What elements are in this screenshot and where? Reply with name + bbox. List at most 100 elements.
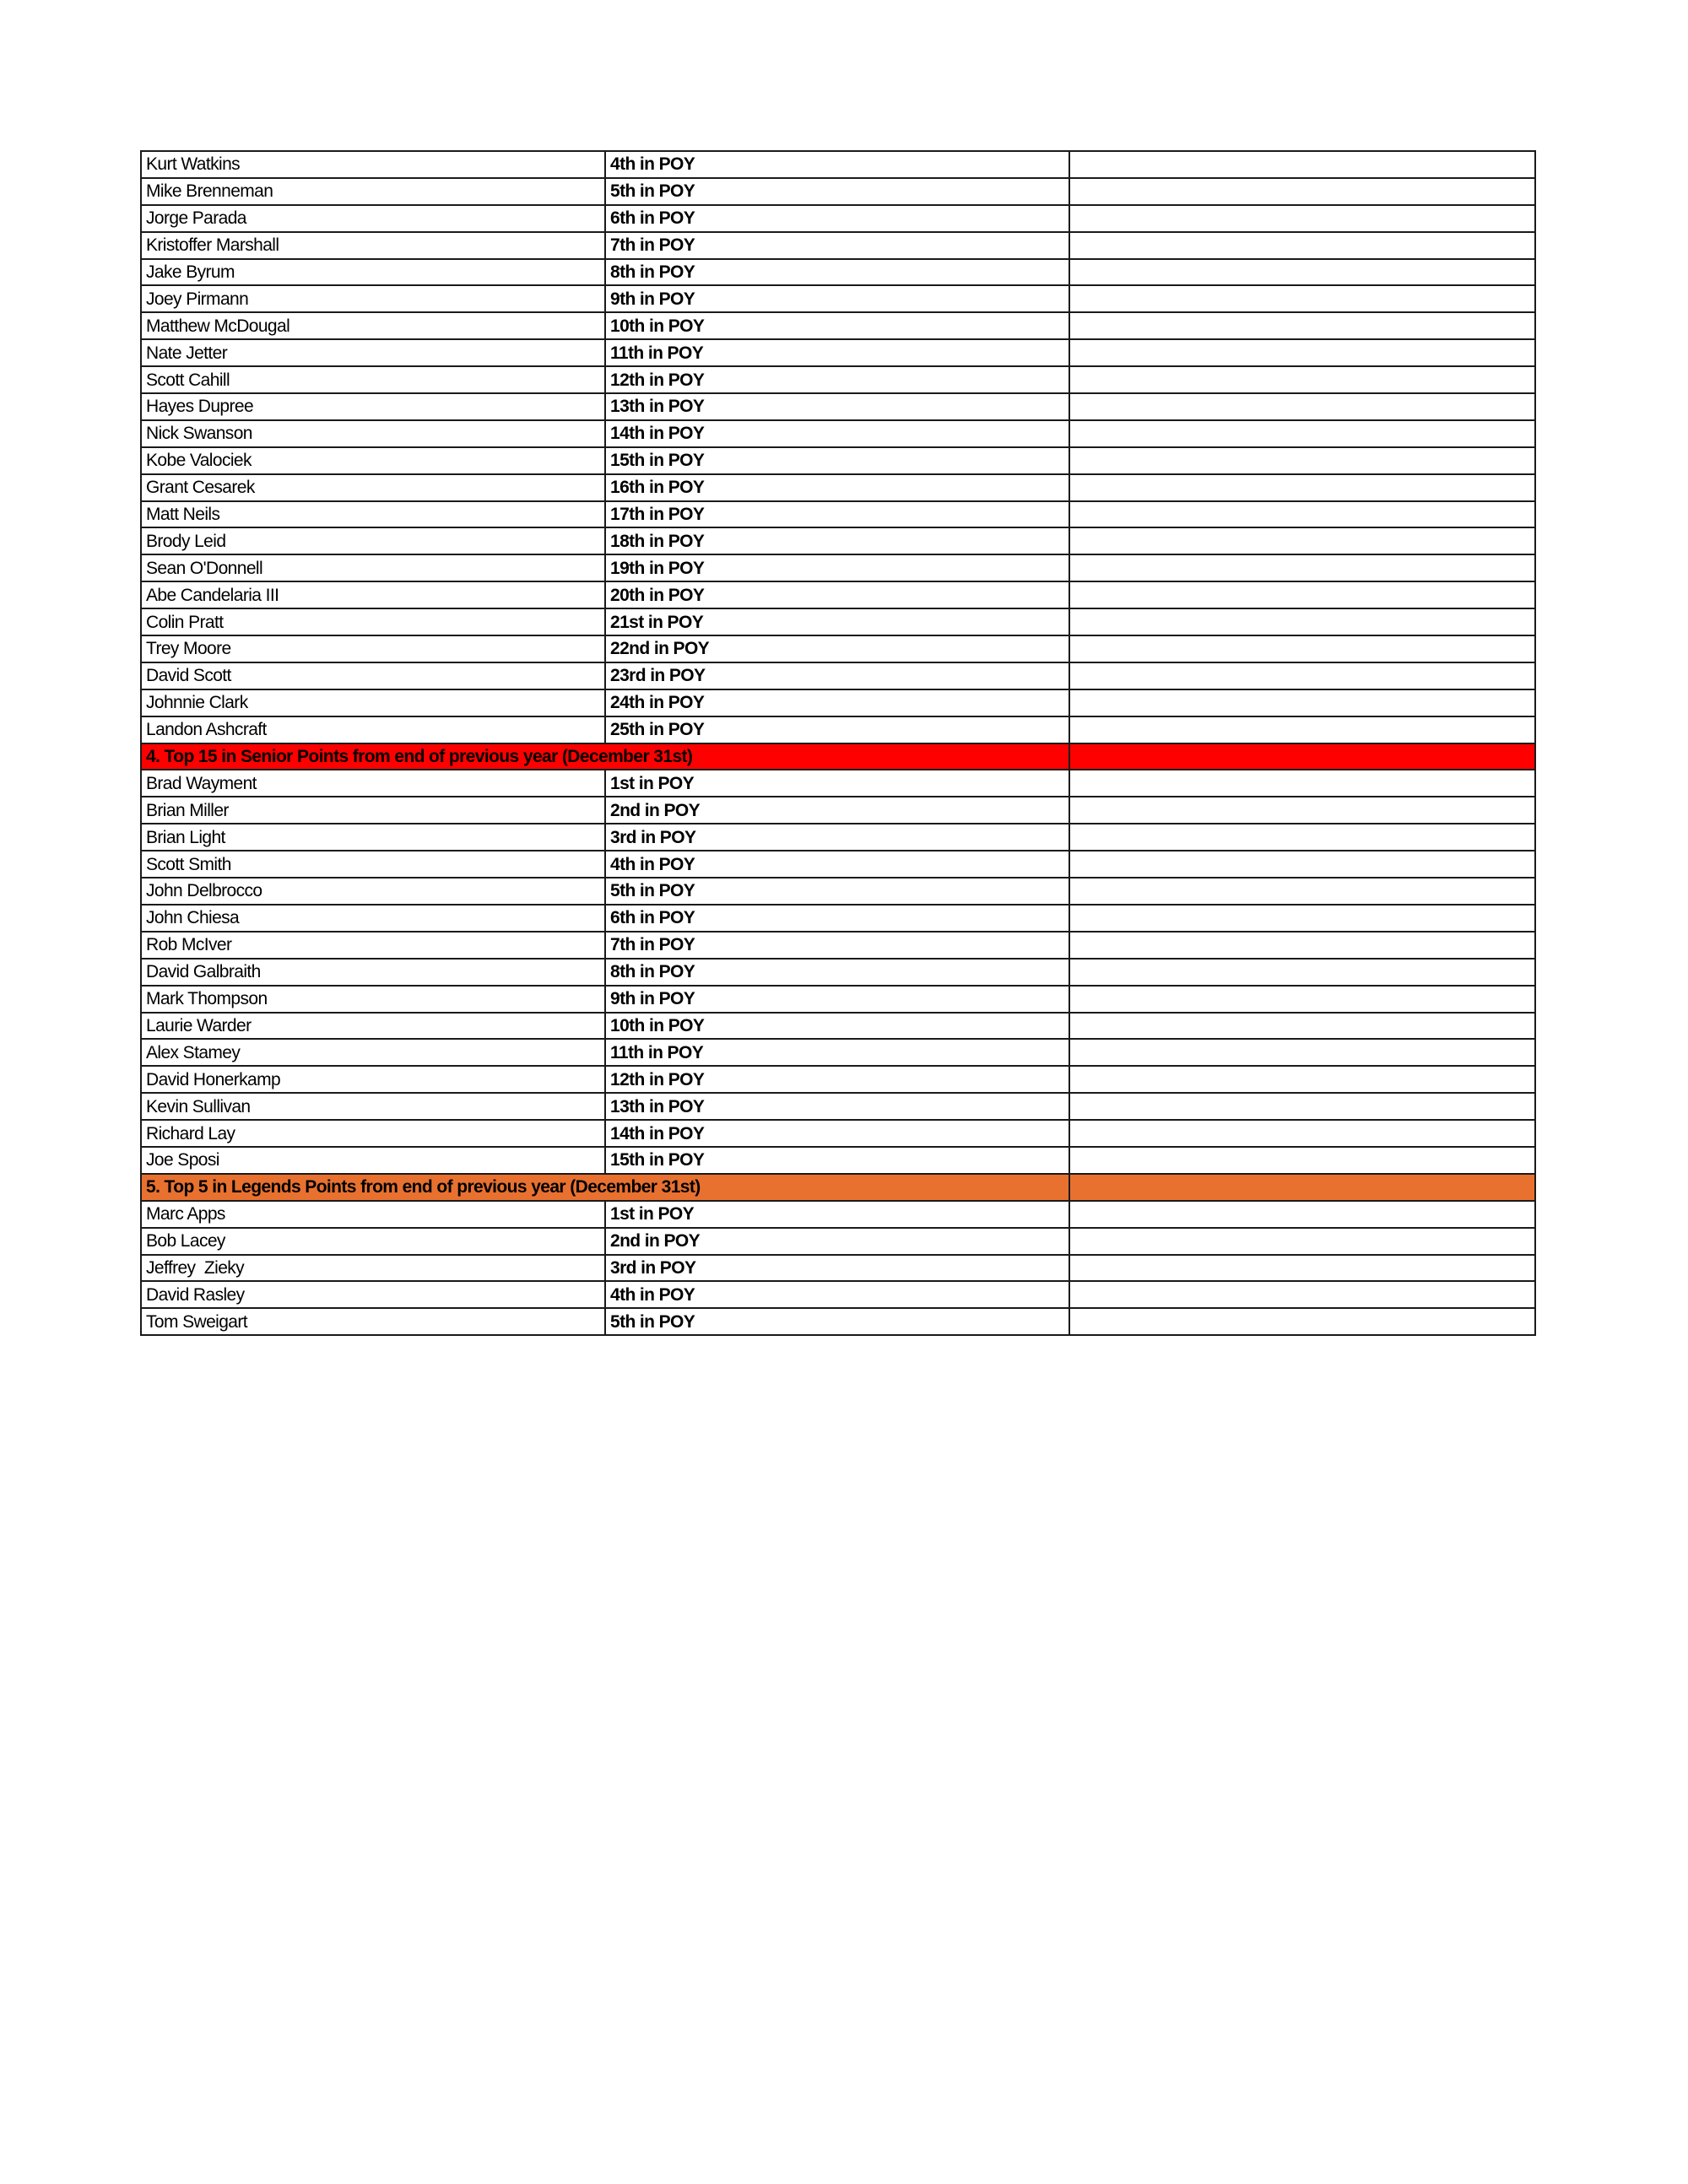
poy-rank-cell: 14th in POY	[604, 419, 1070, 448]
player-name-cell: John Delbrocco	[140, 877, 606, 905]
player-name-cell: Johnnie Clark	[140, 688, 606, 717]
player-name-cell: Scott Cahill	[140, 365, 606, 395]
empty-cell	[1069, 500, 1536, 529]
player-name-cell: Nick Swanson	[140, 419, 606, 448]
empty-cell	[1069, 1038, 1536, 1068]
empty-cell	[1069, 311, 1536, 341]
poy-rank-cell: 2nd in POY	[604, 1226, 1070, 1256]
table-row: Richard Lay 14th in POY	[140, 1119, 1536, 1148]
poy-rank-cell: 10th in POY	[604, 311, 1070, 341]
poy-rank-cell: 13th in POY	[604, 1092, 1070, 1122]
empty-cell	[1069, 984, 1536, 1014]
empty-cell	[1069, 1199, 1536, 1229]
poy-rank-cell: 2nd in POY	[604, 796, 1070, 825]
player-name-cell: Jorge Parada	[140, 203, 606, 233]
table-row: Colin Pratt 21st in POY	[140, 608, 1536, 637]
table-row: Landon Ashcraft 25th in POY	[140, 715, 1536, 744]
empty-cell	[1069, 661, 1536, 690]
poy-rank-cell: 9th in POY	[604, 284, 1070, 314]
table-row: Laurie Warder 10th in POY	[140, 1011, 1536, 1041]
empty-cell	[1069, 715, 1536, 744]
table-row: Brian Miller 2nd in POY	[140, 796, 1536, 825]
player-name-cell: Joey Pirmann	[140, 284, 606, 314]
empty-cell	[1069, 1280, 1536, 1310]
table-row: Hayes Dupree 13th in POY	[140, 392, 1536, 421]
poy-rank-cell: 19th in POY	[604, 554, 1070, 583]
table-row: Matt Neils 17th in POY	[140, 500, 1536, 529]
player-name-cell: Alex Stamey	[140, 1038, 606, 1068]
empty-cell	[1069, 284, 1536, 314]
player-name-cell: Mike Brenneman	[140, 176, 606, 206]
table-row: Tom Sweigart 5th in POY	[140, 1307, 1536, 1337]
table-row: David Scott 23rd in POY	[140, 661, 1536, 690]
table-row: Johnnie Clark 24th in POY	[140, 688, 1536, 717]
table-row: Kristoffer Marshall 7th in POY	[140, 230, 1536, 260]
player-name-cell: Kurt Watkins	[140, 150, 606, 179]
empty-cell	[1069, 796, 1536, 825]
table-row: Kobe Valociek 15th in POY	[140, 446, 1536, 475]
empty-cell	[1069, 769, 1536, 798]
poy-rank-cell: 7th in POY	[604, 230, 1070, 260]
table-row: Joey Pirmann 9th in POY	[140, 284, 1536, 314]
poy-rank-cell: 4th in POY	[604, 150, 1070, 179]
table-row: Sean O'Donnell 19th in POY	[140, 554, 1536, 583]
empty-cell	[1069, 957, 1536, 987]
empty-cell	[1069, 419, 1536, 448]
table-row: Mark Thompson 9th in POY	[140, 984, 1536, 1014]
empty-cell	[1069, 446, 1536, 475]
player-name-cell: Landon Ashcraft	[140, 715, 606, 744]
poy-rank-cell: 4th in POY	[604, 850, 1070, 879]
empty-cell	[1069, 1226, 1536, 1256]
empty-cell	[1069, 823, 1536, 852]
table-row: Marc Apps 1st in POY	[140, 1199, 1536, 1229]
table-row: Alex Stamey 11th in POY	[140, 1038, 1536, 1068]
empty-cell	[1069, 554, 1536, 583]
poy-rank-cell: 9th in POY	[604, 984, 1070, 1014]
player-name-cell: Sean O'Donnell	[140, 554, 606, 583]
empty-cell	[1069, 365, 1536, 395]
table-row: Rob McIver 7th in POY	[140, 930, 1536, 960]
empty-cell	[1069, 392, 1536, 421]
poy-rank-cell: 6th in POY	[604, 203, 1070, 233]
table-row: Brian Light 3rd in POY	[140, 823, 1536, 852]
poy-rank-cell: 11th in POY	[604, 1038, 1070, 1068]
player-name-cell: Jeffrey Zieky	[140, 1253, 606, 1283]
rankings-table: Kurt Watkins 4th in POY Mike Brenneman 5th …	[140, 150, 1536, 1337]
poy-rank-cell: 16th in POY	[604, 473, 1070, 502]
player-name-cell: Brian Light	[140, 823, 606, 852]
empty-cell	[1069, 850, 1536, 879]
player-name-cell: Kobe Valociek	[140, 446, 606, 475]
empty-cell	[1069, 1092, 1536, 1122]
poy-rank-cell: 15th in POY	[604, 446, 1070, 475]
empty-cell	[1069, 1065, 1536, 1095]
player-name-cell: Abe Candelaria III	[140, 581, 606, 610]
table-row: Brad Wayment 1st in POY	[140, 769, 1536, 798]
player-name-cell: Mark Thompson	[140, 984, 606, 1014]
empty-cell	[1069, 150, 1536, 179]
poy-rank-cell: 4th in POY	[604, 1280, 1070, 1310]
poy-rank-cell: 12th in POY	[604, 1065, 1070, 1095]
player-name-cell: Colin Pratt	[140, 608, 606, 637]
poy-rank-cell: 5th in POY	[604, 877, 1070, 905]
poy-rank-cell: 22nd in POY	[604, 635, 1070, 663]
poy-rank-cell: 25th in POY	[604, 715, 1070, 744]
player-name-cell: David Rasley	[140, 1280, 606, 1310]
table-row: Abe Candelaria III 20th in POY	[140, 581, 1536, 610]
table-row: David Rasley 4th in POY	[140, 1280, 1536, 1310]
table-row: Trey Moore 22nd in POY	[140, 635, 1536, 663]
player-name-cell: Richard Lay	[140, 1119, 606, 1148]
empty-cell	[1069, 903, 1536, 933]
table-row: Scott Smith 4th in POY	[140, 850, 1536, 879]
poy-rank-cell: 3rd in POY	[604, 823, 1070, 852]
player-name-cell: Matthew McDougal	[140, 311, 606, 341]
poy-rank-cell: 7th in POY	[604, 930, 1070, 960]
poy-rank-cell: 15th in POY	[604, 1145, 1070, 1175]
table-row: Jake Byrum 8th in POY	[140, 257, 1536, 287]
player-name-cell: Matt Neils	[140, 500, 606, 529]
poy-rank-cell: 21st in POY	[604, 608, 1070, 637]
player-name-cell: Hayes Dupree	[140, 392, 606, 421]
poy-rank-cell: 3rd in POY	[604, 1253, 1070, 1283]
player-name-cell: Tom Sweigart	[140, 1307, 606, 1337]
poy-rank-cell: 1st in POY	[604, 769, 1070, 798]
empty-cell	[1069, 1253, 1536, 1283]
